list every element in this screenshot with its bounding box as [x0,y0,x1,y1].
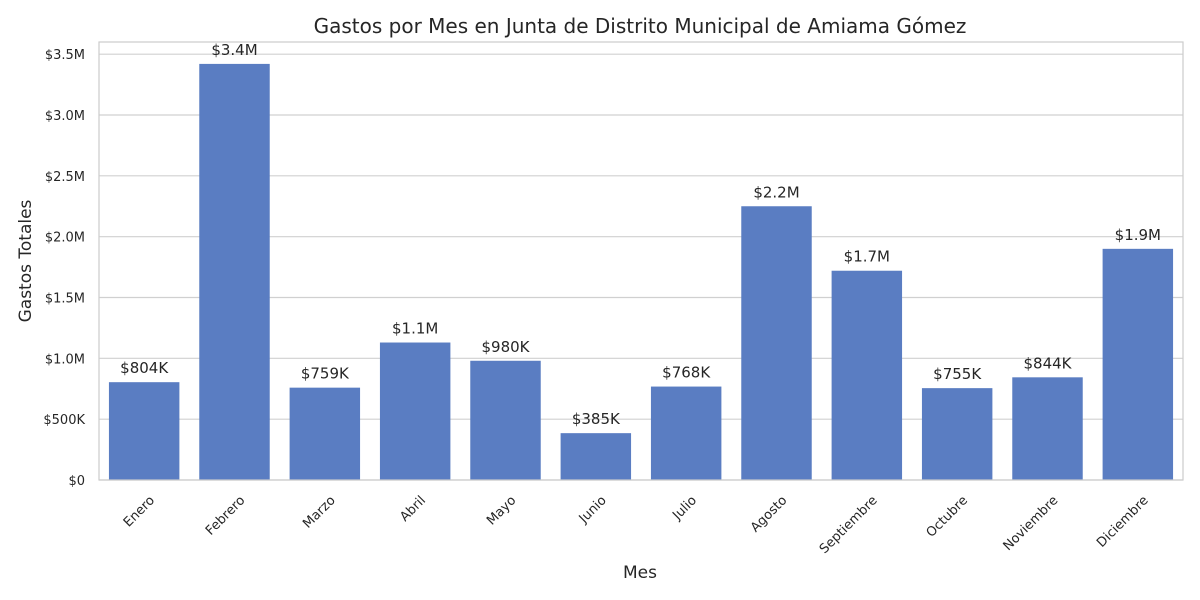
bar [560,433,632,480]
data-labels: $804K $3.4M $759K $1.1M $980K $385K $768K $2.2M… [120,41,1161,428]
bar [921,388,993,480]
bar [650,386,722,480]
x-tick-label: Noviembre [1001,493,1062,554]
y-tick-label: $1.0M [45,352,85,367]
bar [831,270,903,480]
bar-data-label: $980K [481,338,530,356]
y-tick-label: $0 [68,474,85,489]
y-tick-label: $3.5M [45,48,85,63]
bar-data-label: $1.7M [844,248,890,266]
bar-data-label: $768K [662,364,711,382]
bar [199,63,270,481]
x-tick-labels: Enero Febrero Marzo Abril Mayo Junio Julio Agos… [121,493,1152,557]
bar [1102,248,1174,480]
grid-lines [99,53,1183,481]
y-axis-label: Gastos Totales [16,199,36,322]
x-tick-label: Junio [576,493,610,527]
y-tick-label: $3.0M [45,109,85,124]
x-tick-label: Mayo [484,493,519,528]
bar-data-label: $804K [120,359,169,377]
bar [1012,377,1083,480]
bar [379,342,451,480]
bar [470,360,541,480]
bar-data-label: $2.2M [753,183,799,201]
bar-data-label: $755K [933,365,982,383]
bar [741,206,812,480]
y-tick-label: $1.5M [45,292,85,307]
x-tick-label: Julio [669,493,700,524]
bar [108,382,180,480]
y-tick-label: $500K [43,413,85,428]
x-tick-label: Agosto [748,493,790,535]
x-tick-label: Diciembre [1094,493,1152,551]
bar [289,387,361,480]
bar-data-label: $844K [1023,354,1072,372]
chart-title: Gastos por Mes en Junta de Distrito Muni… [314,14,967,38]
bar-data-label: $385K [572,410,621,428]
bars [108,63,1174,481]
x-tick-label: Octubre [924,493,971,540]
bar-data-label: $1.9M [1115,226,1161,244]
x-tick-label: Septiembre [817,493,881,557]
x-axis-label: Mes [623,563,657,583]
x-tick-label: Marzo [300,493,338,531]
x-tick-label: Febrero [203,493,248,538]
y-tick-label: $2.5M [45,170,85,185]
bar-data-label: $1.1M [392,320,438,338]
bar-data-label: $759K [301,365,350,383]
bar-data-label: $3.4M [211,41,257,59]
plot-frame [98,41,1184,481]
y-tick-labels: $0 $500K $1.0M $1.5M $2.0M $2.5M $3.0M $3.5M [43,48,85,489]
y-tick-label: $2.0M [45,231,85,246]
x-tick-label: Abril [397,493,429,525]
x-tick-label: Enero [121,493,158,530]
